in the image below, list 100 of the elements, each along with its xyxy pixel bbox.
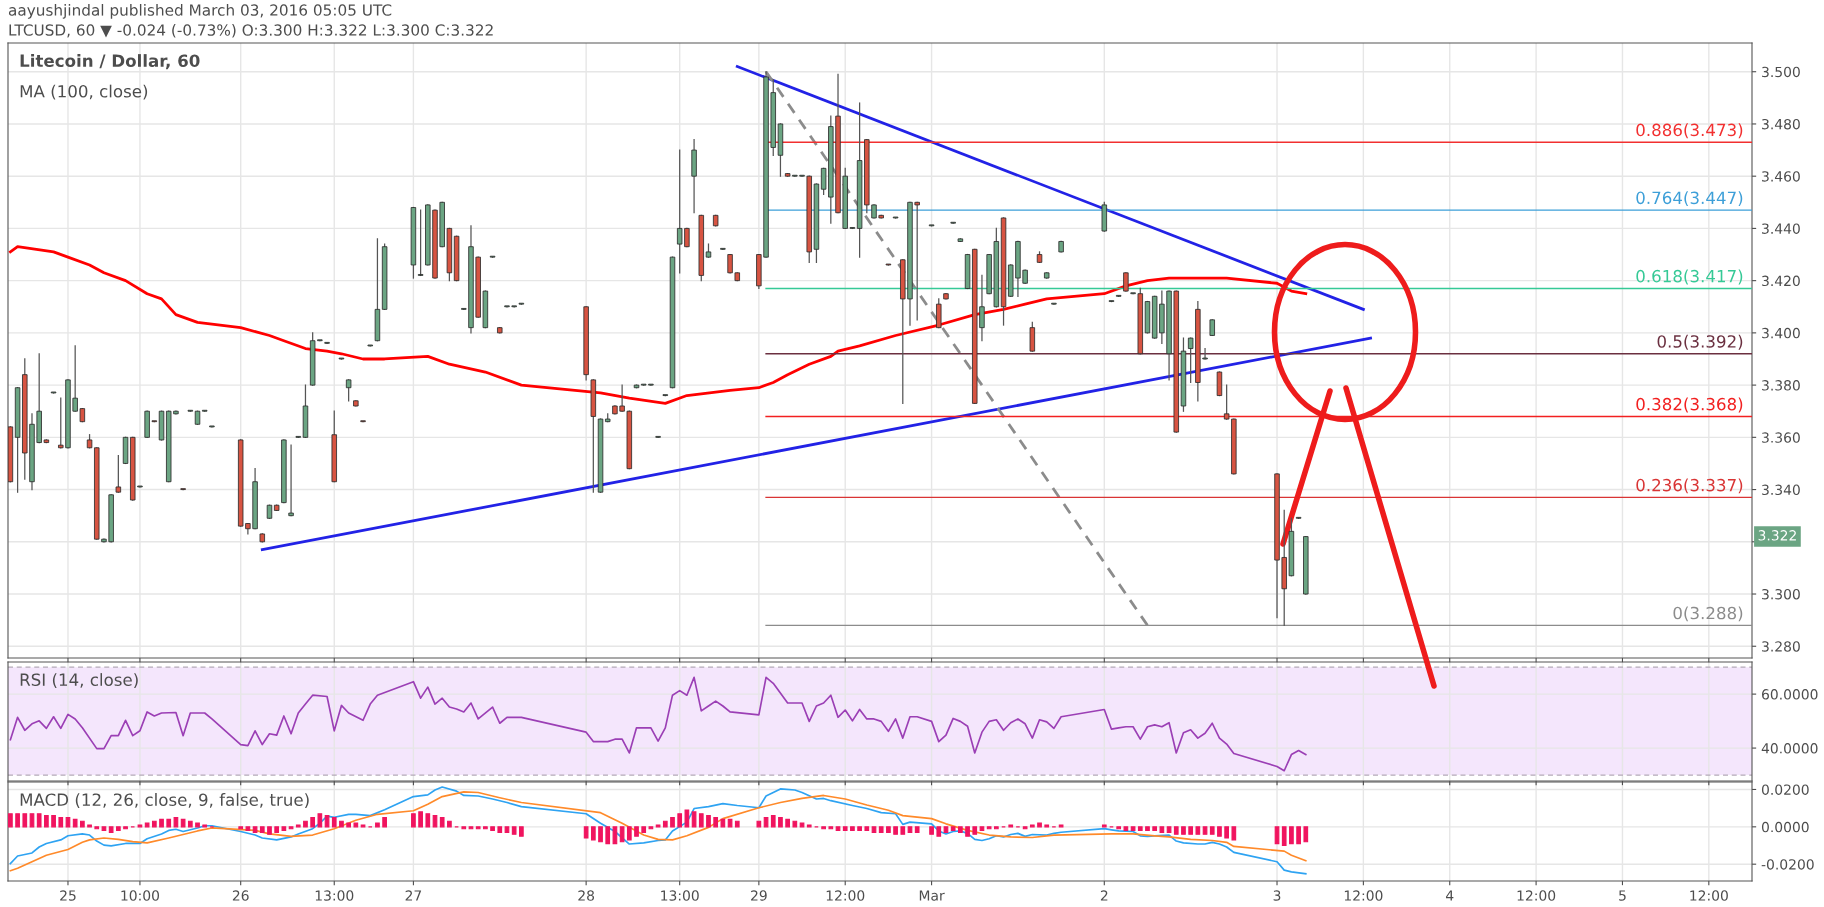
y-tick-label: 60.0000 (1762, 689, 1818, 700)
bar (72, 818, 78, 828)
series-label: 0.236(3.337) (1636, 478, 1743, 494)
y-tick-label: 3.420 (1762, 275, 1800, 287)
bar (511, 826, 517, 835)
bar (1303, 826, 1309, 843)
candlestick (115, 454, 122, 493)
bar (1152, 826, 1158, 832)
bar (677, 813, 683, 828)
y-tick-label: 3.500 (1762, 66, 1800, 78)
bar (180, 818, 186, 828)
bar (1123, 826, 1129, 832)
bar (893, 826, 898, 835)
bar (317, 813, 323, 828)
bar (943, 826, 949, 833)
bar (1137, 826, 1143, 832)
text: MA (100, close) (20, 84, 148, 100)
bar (310, 816, 316, 828)
bar (1145, 826, 1150, 832)
series-label: 0.5(3.392) (1657, 334, 1743, 350)
bar (411, 813, 416, 828)
candlestick (1123, 272, 1129, 292)
bar (785, 818, 790, 828)
bar (382, 816, 387, 828)
bar (598, 826, 603, 843)
bar (497, 826, 503, 833)
text: 3.322 (1758, 530, 1796, 541)
bar (634, 826, 639, 837)
y-tick-label: 0.0200 (1761, 784, 1809, 795)
text: aayushjindal published March 03, 2016 05:05 UTC (8, 4, 392, 19)
bar (698, 813, 704, 828)
bar (864, 826, 870, 832)
bar (626, 826, 632, 841)
text: RSI (14, close) (20, 673, 138, 688)
bar (965, 826, 970, 837)
bar (691, 811, 697, 828)
bar (447, 820, 452, 828)
bar (850, 826, 855, 832)
bar (1231, 826, 1237, 841)
series-label: 0.886(3.473) (1636, 123, 1743, 139)
bar (1188, 826, 1194, 835)
candlestick (1216, 371, 1223, 397)
x-tick-label: 12:00 (1517, 890, 1556, 901)
bar (418, 811, 423, 828)
candlestick (417, 209, 424, 277)
x-tick-label: 27 (405, 890, 422, 901)
bar (871, 826, 877, 833)
bar (490, 826, 495, 832)
text: MACD (12, 26, close, 9, false, true) (20, 793, 309, 808)
bar (281, 826, 287, 832)
bar (1166, 826, 1172, 833)
bar (108, 826, 114, 833)
bar (842, 826, 848, 832)
bar (353, 822, 359, 828)
bar (346, 822, 351, 828)
bar (187, 820, 193, 828)
bar (1209, 826, 1215, 835)
x-tick-label: 25 (60, 890, 76, 901)
x-tick-label: 26 (232, 890, 249, 901)
bar (907, 826, 913, 833)
bar (778, 816, 783, 828)
line-series (9, 245, 1308, 405)
y-tick-label: 3.360 (1762, 432, 1800, 443)
bar (439, 816, 445, 828)
y-tick-label: 3.300 (1762, 588, 1800, 600)
candlestick (1029, 321, 1036, 352)
x-tick-label: 28 (578, 890, 595, 901)
y-tick-label: 40.0000 (1761, 743, 1818, 754)
bar (324, 815, 330, 828)
bar (80, 820, 85, 828)
bar (720, 818, 726, 828)
bar (619, 826, 625, 843)
series-label: 0.764(3.447) (1636, 191, 1743, 207)
bar (1130, 826, 1136, 832)
x-tick-label: Mar (919, 890, 945, 901)
bar (641, 826, 647, 833)
bar (159, 818, 164, 828)
x-tick-label: 2 (1100, 890, 1108, 901)
bar (375, 822, 380, 828)
bar (195, 822, 200, 828)
bar (8, 813, 13, 828)
bar (900, 826, 906, 835)
series-label: 0.382(3.368) (1636, 397, 1743, 413)
x-tick-label: 13:00 (315, 890, 354, 901)
bar (1289, 826, 1294, 845)
bar (504, 826, 510, 833)
bar (1195, 826, 1201, 835)
bar (36, 813, 42, 828)
bar (670, 816, 675, 828)
bar (734, 820, 740, 828)
bar (58, 816, 64, 828)
bar (929, 826, 934, 835)
bar (15, 813, 20, 828)
candlestick (936, 298, 942, 329)
y-tick-label: 3.460 (1762, 171, 1800, 182)
bar (1181, 826, 1186, 835)
bar (245, 826, 251, 832)
bar (1281, 826, 1287, 847)
bar (972, 826, 978, 835)
bar (1217, 826, 1222, 837)
